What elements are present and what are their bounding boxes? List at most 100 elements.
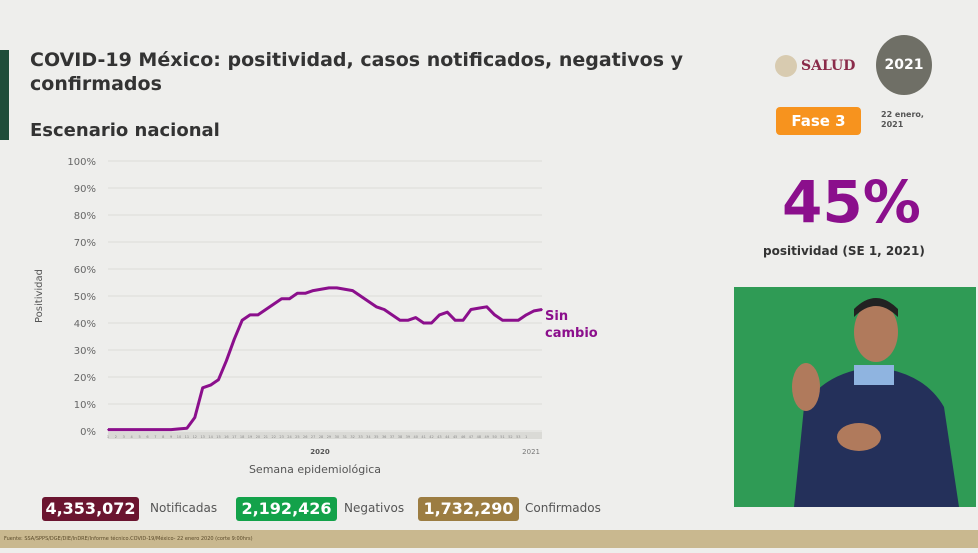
data-point [138, 428, 141, 431]
x-tick-label: 28 [319, 435, 323, 439]
negative-badge: 2,192,426 [236, 497, 337, 521]
x-tick-label: 11 [185, 435, 189, 439]
interpreter-figure [792, 298, 959, 507]
data-point [201, 387, 204, 389]
x-tick-label: 38 [398, 435, 402, 439]
x-tick-label: 35 [374, 435, 378, 439]
data-point [122, 428, 125, 431]
data-point [225, 360, 228, 362]
data-point [399, 319, 401, 322]
salud-text: SALUD [801, 58, 856, 74]
x-tick-label: 5 [138, 435, 140, 439]
year-label-2020: 2020 [310, 448, 330, 456]
data-point [304, 292, 307, 295]
seal-icon [775, 55, 797, 77]
x-tick-label: 30 [335, 435, 339, 439]
x-tick-label: 15 [216, 435, 220, 439]
x-tick-label: 33 [358, 435, 362, 439]
x-tick-label: 53 [516, 435, 520, 439]
x-tick-label: 50 [492, 435, 496, 439]
data-point [296, 292, 299, 295]
data-point [407, 319, 409, 322]
data-point [194, 416, 196, 419]
annotation-line2: cambio [545, 326, 598, 341]
confirmed-badge: 1,732,290 [418, 497, 519, 521]
x-tick-label: 51 [500, 435, 504, 439]
data-point [154, 428, 157, 431]
x-tick-label: 4 [131, 435, 134, 439]
y-tick-label: 0% [80, 427, 96, 438]
x-tick-label: 6 [146, 435, 148, 439]
data-point [525, 314, 528, 316]
x-tick-label: 10 [177, 435, 181, 439]
x-tick-label: 32 [350, 435, 354, 439]
data-point [107, 428, 109, 431]
negative-label: Negativos [344, 501, 405, 515]
headline-label: positividad (SE 1, 2021) [763, 244, 925, 258]
data-point [391, 314, 393, 316]
salud-logo: SALUD [775, 55, 855, 77]
phase-badge: Fase 3 [776, 107, 861, 135]
data-point [414, 316, 417, 319]
x-tick-label: 45 [453, 435, 457, 439]
y-tick-label: 10% [74, 400, 96, 411]
x-tick-label: 49 [485, 435, 489, 439]
data-point [288, 297, 291, 300]
data-point [241, 319, 243, 322]
data-point [367, 300, 370, 303]
x-tick-label: 48 [477, 435, 481, 439]
data-point [454, 319, 457, 322]
data-point [478, 307, 480, 309]
data-point [178, 428, 180, 430]
data-point [209, 384, 212, 386]
positivity-line [108, 286, 543, 432]
x-tick-label: 18 [240, 435, 244, 439]
data-point [336, 287, 338, 289]
x-tick-label: 23 [279, 435, 283, 439]
data-point [509, 319, 512, 322]
x-axis-label: Semana epidemiológica [249, 463, 381, 476]
x-tick-label: 13 [200, 435, 204, 439]
source-footer: Fuente: SSA/SPPS/DGE/DIE/InDRE/Informe t… [0, 530, 978, 548]
x-tick-label: 41 [421, 435, 425, 439]
data-point [533, 310, 535, 312]
report-date: 22 enero, 2021 [881, 110, 924, 129]
data-point [272, 303, 275, 305]
data-point [170, 428, 172, 431]
x-tick-label: 19 [248, 435, 252, 439]
data-point [233, 338, 236, 340]
x-tick-label: 2 [115, 435, 117, 439]
y-tick-label: 100% [67, 157, 96, 168]
y-tick-label: 90% [74, 184, 96, 195]
data-point [312, 289, 314, 292]
data-point [430, 322, 433, 324]
data-point [517, 319, 520, 322]
x-tick-label: 29 [327, 435, 331, 439]
x-tick-label: 8 [162, 435, 164, 439]
data-point [501, 319, 504, 322]
data-point [446, 311, 449, 313]
x-axis-band [108, 432, 542, 439]
x-tick-label: 47 [469, 435, 473, 439]
x-tick-label: 17 [232, 435, 236, 439]
data-point [280, 297, 283, 300]
x-tick-label: 40 [414, 435, 418, 439]
x-tick-label: 44 [445, 435, 450, 439]
year-logo: 2021 [876, 35, 932, 95]
sign-language-interpreter-video [734, 287, 976, 507]
data-point [351, 289, 354, 292]
y-axis-label: Positividad [34, 269, 45, 323]
accent-bar [0, 50, 9, 140]
data-point [186, 427, 188, 430]
y-tick-label: 70% [74, 238, 96, 249]
positivity-chart: 0%10%20%30%40%50%60%70%80%90%100%1 2 3 4 5 6 7… [34, 157, 598, 476]
headline-value: 45% [782, 168, 921, 236]
data-point [130, 428, 133, 431]
x-tick-label: 22 [271, 435, 275, 439]
data-point [485, 306, 488, 308]
y-tick-label: 50% [74, 292, 96, 303]
x-tick-label: 3 [123, 435, 125, 439]
data-point [493, 314, 496, 316]
data-point [375, 306, 378, 308]
data-point [343, 288, 346, 291]
